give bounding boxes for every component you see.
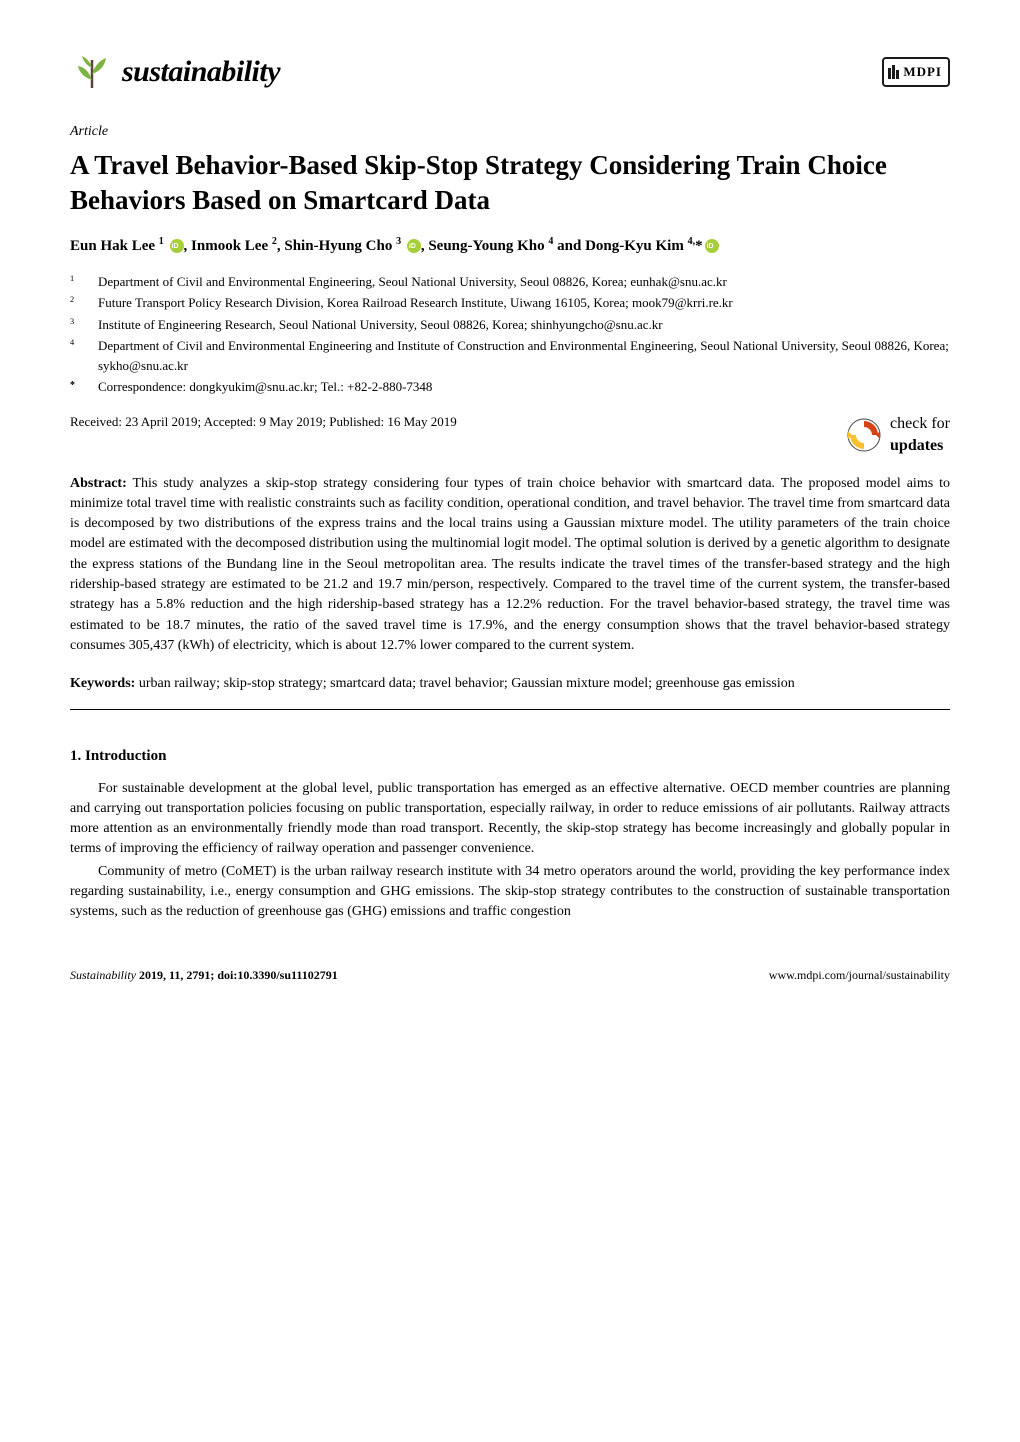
affiliation-row: *Correspondence: dongkyukim@snu.ac.kr; T… xyxy=(98,377,950,397)
journal-logo: sustainability xyxy=(70,50,280,94)
publisher-name: MDPI xyxy=(903,63,942,81)
footer-year: 2019, 11, 2791; doi:10.3390/su11102791 xyxy=(139,968,338,982)
abstract-text: This study analyzes a skip-stop strategy… xyxy=(70,476,950,653)
mdpi-mark-icon xyxy=(887,64,901,80)
affiliation-marker: * xyxy=(70,377,98,397)
section-heading-1: 1. Introduction xyxy=(70,746,950,767)
article-title: A Travel Behavior-Based Skip-Stop Strate… xyxy=(70,148,950,218)
intro-paragraph-2: Community of metro (CoMET) is the urban … xyxy=(70,862,950,923)
affiliation-marker: 3 xyxy=(70,315,98,335)
affiliation-text: Future Transport Policy Research Divisio… xyxy=(98,293,950,313)
keywords: Keywords: urban railway; skip-stop strat… xyxy=(70,674,950,694)
affiliation-text: Department of Civil and Environmental En… xyxy=(98,272,950,292)
page-footer: Sustainability 2019, 11, 2791; doi:10.33… xyxy=(70,967,950,984)
check-line2: updates xyxy=(890,435,950,457)
leaf-icon xyxy=(70,50,114,94)
footer-right[interactable]: www.mdpi.com/journal/sustainability xyxy=(769,967,950,984)
keywords-label: Keywords: xyxy=(70,676,135,691)
footer-left: Sustainability 2019, 11, 2791; doi:10.33… xyxy=(70,967,338,984)
publication-dates: Received: 23 April 2019; Accepted: 9 May… xyxy=(70,413,457,431)
mdpi-logo: MDPI xyxy=(882,57,950,87)
affiliations-block: 1Department of Civil and Environmental E… xyxy=(70,272,950,397)
section-divider xyxy=(70,709,950,710)
affiliation-text: Institute of Engineering Research, Seoul… xyxy=(98,315,950,335)
affiliation-marker: 1 xyxy=(70,272,98,292)
affiliation-row: 1Department of Civil and Environmental E… xyxy=(98,272,950,292)
journal-name: sustainability xyxy=(122,51,280,93)
check-line1: check for xyxy=(890,413,950,435)
check-for-updates[interactable]: check for updates xyxy=(846,413,950,458)
affiliation-row: 3Institute of Engineering Research, Seou… xyxy=(98,315,950,335)
header-row: sustainability MDPI xyxy=(70,50,950,94)
authors-line: Eun Hak Lee 1 , Inmook Lee 2, Shin-Hyung… xyxy=(70,234,950,258)
affiliation-text: Correspondence: dongkyukim@snu.ac.kr; Te… xyxy=(98,377,950,397)
affiliation-marker: 2 xyxy=(70,293,98,313)
article-type: Article xyxy=(70,122,950,142)
affiliation-row: 2Future Transport Policy Research Divisi… xyxy=(98,293,950,313)
intro-paragraph-1: For sustainable development at the globa… xyxy=(70,779,950,860)
abstract-label: Abstract: xyxy=(70,476,127,491)
keywords-text: urban railway; skip-stop strategy; smart… xyxy=(139,676,795,691)
affiliation-row: 4Department of Civil and Environmental E… xyxy=(98,336,950,375)
abstract: Abstract: This study analyzes a skip-sto… xyxy=(70,474,950,657)
footer-journal: Sustainability xyxy=(70,968,136,982)
dates-row: Received: 23 April 2019; Accepted: 9 May… xyxy=(70,413,950,458)
affiliation-text: Department of Civil and Environmental En… xyxy=(98,336,950,375)
affiliation-marker: 4 xyxy=(70,336,98,375)
check-updates-text: check for updates xyxy=(890,413,950,458)
check-updates-icon xyxy=(846,417,882,453)
